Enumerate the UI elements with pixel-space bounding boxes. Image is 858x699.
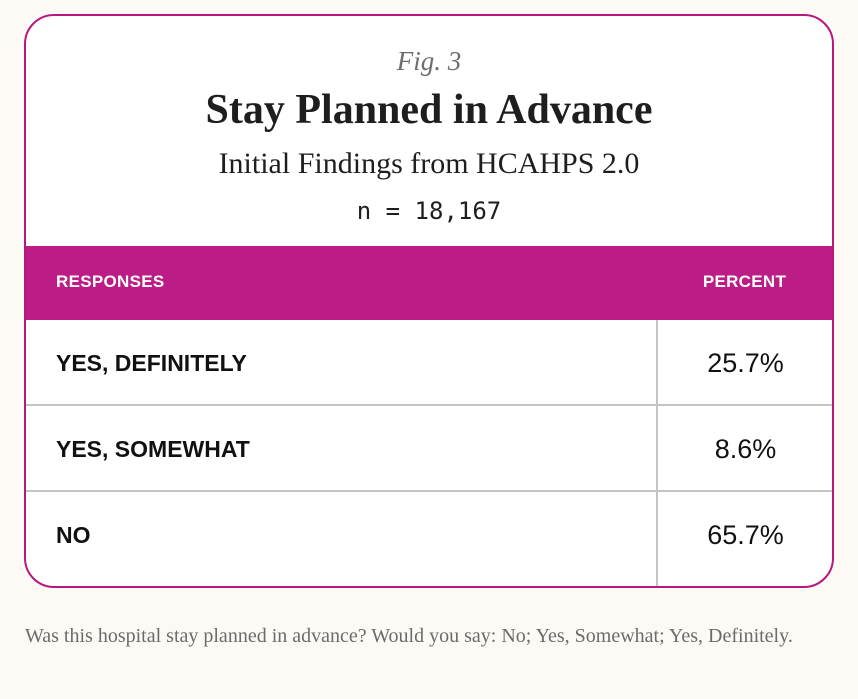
- table-row: YES, SOMEWHAT 8.6%: [26, 406, 832, 492]
- table-row: NO 65.7%: [26, 492, 832, 578]
- response-percent: 8.6%: [714, 434, 777, 464]
- response-percent: 65.7%: [707, 520, 784, 550]
- column-divider: [656, 320, 658, 586]
- response-label: NO: [56, 522, 91, 548]
- column-header-responses: RESPONSES: [56, 272, 165, 291]
- table-body: YES, DEFINITELY 25.7% YES, SOMEWHAT 8.6%…: [26, 320, 832, 586]
- figure-title: Stay Planned in Advance: [205, 87, 653, 133]
- response-label: YES, DEFINITELY: [56, 350, 247, 376]
- response-label: YES, SOMEWHAT: [56, 436, 250, 462]
- response-percent: 25.7%: [707, 348, 784, 378]
- figure-card: Fig. 3 Stay Planned in Advance Initial F…: [24, 14, 834, 588]
- survey-question-footnote: Was this hospital stay planned in advanc…: [25, 625, 793, 647]
- sample-size: n = 18,167: [356, 197, 502, 225]
- table-header: RESPONSES PERCENT: [26, 246, 832, 320]
- table-row: YES, DEFINITELY 25.7%: [26, 320, 832, 406]
- column-header-percent: PERCENT: [702, 272, 787, 291]
- figure-subtitle: Initial Findings from HCAHPS 2.0: [218, 147, 640, 180]
- figure-label: Fig. 3: [396, 46, 462, 76]
